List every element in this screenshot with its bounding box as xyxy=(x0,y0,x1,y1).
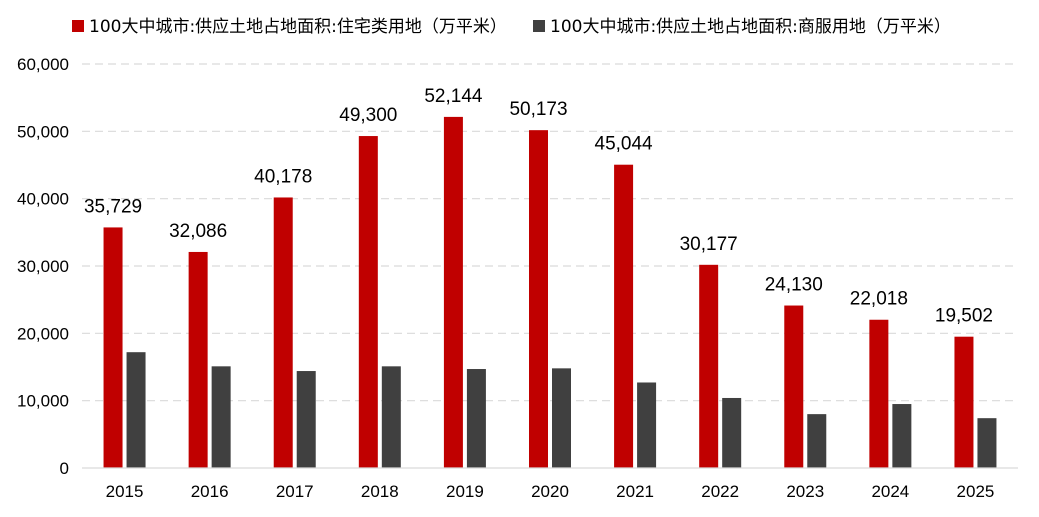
gridlines xyxy=(82,63,1018,402)
legend-label-series-2: 100大中城市:供应土地占地面积:商服用地（万平米） xyxy=(550,17,951,37)
x-tick-label: 2024 xyxy=(871,482,909,501)
bars xyxy=(103,116,997,469)
y-tick-label: 30,000 xyxy=(17,257,69,276)
bar-series-2-2022 xyxy=(722,397,742,468)
bar-series-1-2024 xyxy=(869,319,889,468)
data-label-series-1-2020: 50,173 xyxy=(509,99,567,120)
bar-series-1-2022 xyxy=(699,264,719,468)
y-tick-label: 50,000 xyxy=(17,122,69,141)
x-tick-label: 2018 xyxy=(361,482,399,501)
bar-series-2-2017 xyxy=(296,371,316,468)
bar-series-1-2021 xyxy=(614,164,634,468)
x-axis: 2015 2016 2017 2018 2019 2020 2021 2022 2023 2024… xyxy=(82,467,1018,501)
data-label-series-1-2019: 52,144 xyxy=(424,86,483,107)
y-tick-label: 60,000 xyxy=(17,55,69,74)
bar-series-1-2020 xyxy=(529,130,548,469)
x-tick-label: 2022 xyxy=(701,482,739,501)
x-tick-label: 2020 xyxy=(531,482,569,501)
legend-swatch-series-2 xyxy=(533,20,545,32)
data-label-series-1-2016: 32,086 xyxy=(169,221,227,242)
bar-series-1-2023 xyxy=(784,305,804,468)
y-tick-label: 10,000 xyxy=(17,392,69,411)
bar-series-2-2020 xyxy=(552,368,571,468)
bar-series-2-2015 xyxy=(126,352,146,468)
bar-series-1-2016 xyxy=(188,251,208,468)
data-label-series-1-2025: 19,502 xyxy=(935,306,993,327)
bar-series-1-2025 xyxy=(954,336,974,468)
data-label-series-1-2023: 24,130 xyxy=(765,275,823,296)
bar-series-2-2018 xyxy=(381,366,401,468)
bar-series-2-2023 xyxy=(807,414,827,468)
x-tick-label: 2016 xyxy=(191,482,229,501)
data-label-series-1-2017: 40,178 xyxy=(254,166,312,187)
x-tick-label: 2017 xyxy=(276,482,314,501)
data-label-series-1-2022: 30,177 xyxy=(680,234,738,255)
y-tick-label: 0 xyxy=(60,459,69,478)
y-tick-label: 20,000 xyxy=(17,324,69,343)
x-tick-label: 2021 xyxy=(616,482,654,501)
legend: 100大中城市:供应土地占地面积:住宅类用地（万平米） 100大中城市:供应土地占… xyxy=(72,17,951,37)
bar-series-2-2016 xyxy=(211,366,231,468)
bar-series-1-2015 xyxy=(103,227,123,468)
y-tick-label: 40,000 xyxy=(17,190,69,209)
bar-series-2-2024 xyxy=(892,404,912,468)
legend-label-series-1: 100大中城市:供应土地占地面积:住宅类用地（万平米） xyxy=(89,17,507,37)
legend-swatch-series-1 xyxy=(72,20,84,32)
data-label-series-1-2024: 22,018 xyxy=(850,289,908,310)
x-tick-label: 2015 xyxy=(106,482,144,501)
bar-series-1-2019 xyxy=(443,116,463,468)
bar-series-2-2025 xyxy=(977,418,997,468)
bar-series-2-2021 xyxy=(637,382,657,468)
data-label-series-1-2015: 35,729 xyxy=(84,196,142,217)
x-tick-label: 2025 xyxy=(957,482,995,501)
x-tick-label: 2023 xyxy=(786,482,824,501)
data-labels: 35,729 32,086 40,178 49,300 52,144 50,173 45,0… xyxy=(84,86,993,327)
data-label-series-1-2021: 45,044 xyxy=(595,134,654,155)
data-label-series-1-2018: 49,300 xyxy=(339,105,397,126)
bar-series-1-2017 xyxy=(273,197,293,468)
bar-series-2-2019 xyxy=(466,369,486,468)
y-axis: 0 10,000 20,000 30,000 40,000 50,000 60,000 xyxy=(17,55,69,478)
x-tick-label: 2019 xyxy=(446,482,484,501)
bar-series-1-2018 xyxy=(358,136,378,468)
